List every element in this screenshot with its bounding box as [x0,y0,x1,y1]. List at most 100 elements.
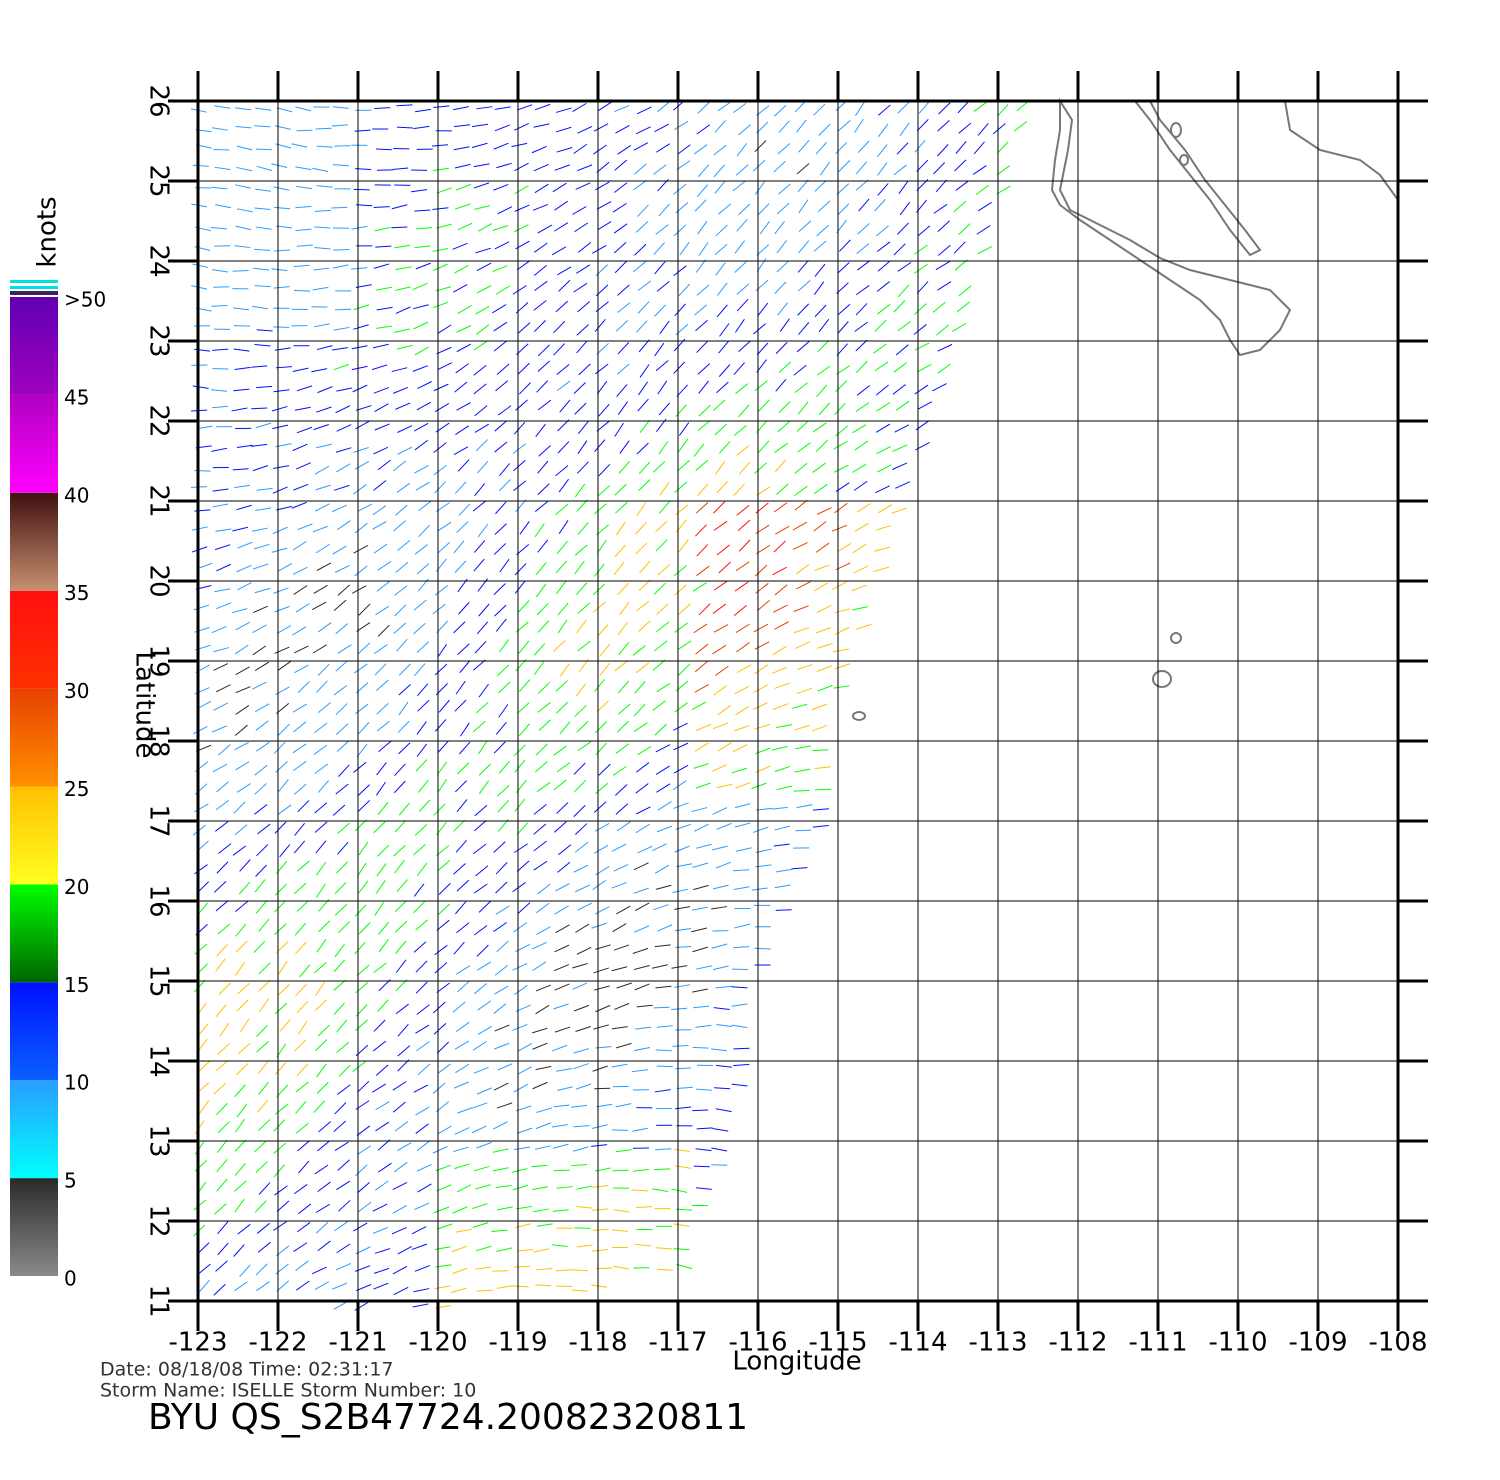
wind-vector [478,763,491,776]
wind-vector [333,1120,347,1133]
wind-vector [698,603,711,616]
wind-vector [198,1060,211,1072]
wind-vector [299,964,311,978]
wind-vector [376,762,387,776]
wind-vector [797,279,811,292]
wind-vector [556,580,567,595]
wind-vector [673,361,686,374]
wind-vector [654,123,669,133]
wind-vector [553,1003,569,1010]
wind-vector [413,883,425,897]
wind-vector [236,166,253,172]
wind-vector [392,167,409,171]
wind-vector [614,483,627,496]
wind-vector [636,1206,653,1208]
wind-vector [635,662,650,674]
wind-vector [851,584,867,592]
wind-vector [617,703,631,715]
wind-vector [655,765,670,775]
wind-vector [316,1063,327,1078]
wind-vector [453,863,466,875]
wind-vector [512,443,527,454]
wind-vector [413,1084,429,1093]
wind-vector [475,1266,492,1270]
wind-vector [356,204,373,207]
wind-vector [256,487,273,491]
wind-vector [254,248,271,251]
wind-vector [615,125,630,134]
wind-vector [432,247,449,252]
wind-vector [552,1143,569,1149]
wind-vector [237,1042,251,1055]
wind-vector [537,460,549,474]
wind-vector [817,643,833,649]
wind-vector [771,666,788,674]
wind-vector [394,244,411,249]
wind-vector [536,1268,553,1271]
wind-vector [193,604,210,611]
wind-vector [637,301,650,314]
wind-vector [777,421,791,433]
wind-vector [577,421,589,435]
wind-vector [377,624,390,637]
wind-vector [814,304,827,318]
wind-vector [274,821,287,834]
wind-vector [454,1040,470,1050]
wind-vector [210,226,228,230]
wind-vector [837,262,850,274]
wind-vector [194,979,206,993]
wind-vector [854,118,864,133]
wind-vector [654,640,668,652]
wind-vector [877,123,889,138]
wind-vector [916,119,929,132]
wind-vector [997,103,1009,117]
wind-vector [236,1103,248,1118]
wind-vector [814,263,826,277]
wind-vector [455,1228,472,1233]
wind-vector [413,941,427,953]
wind-vector [472,500,486,512]
wind-vector [216,563,232,572]
wind-vector [312,286,329,291]
wind-vector [273,249,290,252]
wind-vector [434,719,447,732]
wind-vector [335,405,351,414]
wind-vector [454,381,468,393]
wind-vector [356,862,367,877]
wind-vector [559,663,570,677]
wind-vector [255,188,272,192]
wind-vector [393,780,406,794]
wind-vector [635,221,649,233]
wind-vector [473,340,488,351]
wind-vector [836,183,850,195]
wind-vector [914,244,928,255]
wind-vector [394,1121,409,1132]
wind-vector [833,685,850,689]
wind-vector [877,162,888,176]
wind-vector [457,222,473,231]
wind-vector [559,399,571,413]
wind-vector [453,106,469,111]
wind-vector [274,646,290,654]
wind-vector [236,208,253,213]
wind-vector [795,829,812,832]
wind-vector [673,1148,690,1152]
wind-vector [372,1227,388,1234]
wind-vector [295,983,307,997]
wind-vector [856,243,870,255]
wind-vector [754,723,770,730]
wind-vector [453,146,470,151]
wind-vector [375,1121,390,1132]
wind-vector [676,1208,693,1211]
wind-vector [214,105,231,109]
wind-vector [754,641,770,650]
wind-vector [717,705,732,716]
wind-vector [498,639,510,653]
wind-vector [553,745,567,756]
wind-vector [213,286,230,288]
wind-vector [639,364,650,378]
wind-vector [996,141,1009,154]
wind-vector [593,1024,609,1030]
wind-vector [516,544,530,556]
wind-vector [357,1201,372,1213]
